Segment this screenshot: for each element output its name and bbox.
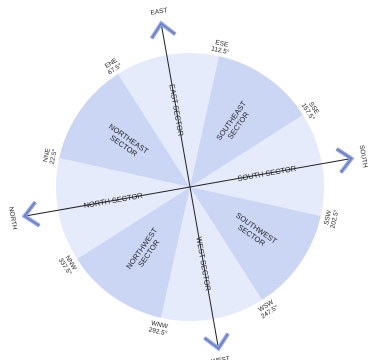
boundary-name: WNW [150,320,169,331]
south-arrowhead-outline [336,148,353,173]
east-axis-label: EAST [150,7,168,17]
boundary-bearing: 292.5° [148,326,169,338]
boundary-name: NNE [42,147,52,163]
boundary-label-nne: NNE22.5° [42,147,59,165]
boundary-bearing: 202.5° [329,209,341,230]
sector-northeast-wedge [59,73,191,187]
boundary-name: SSW [323,209,333,226]
north-axis-label: NORTH [7,206,18,230]
boundary-label-ssw: SSW202.5° [323,207,341,229]
north-arrowhead-outline [23,201,40,227]
boundary-label-ese: ESE112.5° [210,39,231,57]
boundary-label-wnw: WNW292.5° [148,320,170,338]
sector-east-wedge [118,53,219,187]
sector-north-wedge [56,158,191,259]
boundary-label-wsw: WSW247.5° [256,298,280,320]
south-axis-label: SOUTH [358,145,369,169]
south-axis-line [189,158,352,188]
boundary-label-nnw: NNW337.5° [57,253,79,277]
boundary-bearing: 22.5° [48,148,59,165]
sector-west-wedge [161,187,262,321]
sector-wedges [56,53,324,321]
boundary-name: ESE [215,39,230,49]
sector-south-wedge [190,115,324,216]
sector-northwest-wedge [76,187,190,318]
east-axis-line [160,23,191,188]
west-axis-line [189,186,219,349]
sector-southeast-wedge [190,56,304,188]
east-arrowhead-outline [151,22,176,39]
boundary-bearing: 112.5° [210,44,230,56]
west-axis-label: WEST [211,355,231,360]
west-arrowhead-outline [204,333,229,350]
north-axis-line [24,186,191,217]
compass-axes [21,20,355,352]
sector-southwest-wedge [190,187,321,301]
